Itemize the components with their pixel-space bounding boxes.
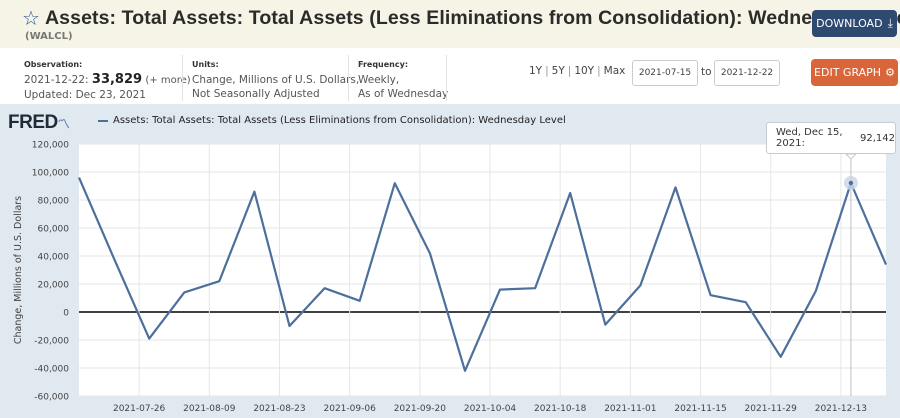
units-line-1: Change, Millions of U.S. Dollars,	[192, 74, 360, 86]
edit-graph-button[interactable]: EDIT GRAPH ⚙	[811, 59, 898, 86]
x-tick-label: 2021-10-18	[534, 404, 587, 414]
x-tick-label: 2021-09-06	[324, 404, 377, 414]
y-tick-label: -60,000	[34, 393, 69, 403]
observation-more-link[interactable]: (+ more)	[145, 75, 191, 86]
legend: Assets: Total Assets: Total Assets (Less…	[98, 115, 566, 126]
updated-date: Updated: Dec 23, 2021	[24, 89, 146, 101]
x-tick-label: 2021-08-09	[183, 404, 236, 414]
y-tick-label: 120,000	[32, 141, 69, 151]
divider	[182, 55, 183, 101]
legend-swatch	[98, 119, 108, 122]
tooltip-date: Wed, Dec 15, 2021:	[776, 127, 843, 149]
tooltip-value: 92,142	[860, 132, 895, 144]
observation-label: Observation:	[24, 60, 83, 69]
tooltip-pointer	[844, 153, 858, 160]
frequency-block: Frequency: Weekly, As of Wednesday	[358, 58, 448, 101]
x-tick-label: 2021-11-15	[674, 404, 726, 414]
series-line	[77, 177, 888, 372]
download-label: DOWNLOAD	[816, 17, 883, 30]
y-tick-label: 80,000	[38, 197, 70, 207]
gear-icon: ⚙	[885, 66, 895, 79]
plot-background[interactable]	[79, 144, 886, 396]
series-id: (WALCL)	[25, 31, 73, 42]
y-axis-label: Change, Millions of U.S. Dollars	[13, 196, 24, 344]
x-tick-label: 2021-07-26	[113, 404, 166, 414]
x-tick-label: 2021-08-23	[253, 404, 305, 414]
series-title: Assets: Total Assets: Total Assets (Less…	[45, 7, 900, 29]
divider	[348, 55, 349, 101]
range-5y[interactable]: 5Y	[551, 65, 565, 77]
frequency-line-2: As of Wednesday	[358, 88, 449, 100]
x-tick-label: 2021-09-20	[394, 404, 447, 414]
x-tick-label: 2021-10-04	[464, 404, 517, 414]
y-tick-label: 40,000	[38, 253, 70, 263]
range-10y[interactable]: 10Y	[574, 65, 595, 77]
y-tick-label: 0	[63, 309, 69, 319]
hover-tooltip: Wed, Dec 15, 2021: 92,142	[766, 122, 896, 154]
units-label: Units:	[192, 60, 219, 69]
legend-label: Assets: Total Assets: Total Assets (Less…	[113, 115, 566, 126]
series-header: ☆ Assets: Total Assets: Total Assets (Le…	[0, 0, 900, 48]
end-date-input[interactable]: 2021-12-22	[714, 60, 780, 86]
y-tick-label: -40,000	[34, 365, 69, 375]
fred-logo[interactable]: FRED〽	[8, 112, 70, 134]
x-tick-label: 2021-11-01	[604, 404, 656, 414]
frequency-label: Frequency:	[358, 60, 409, 69]
star-icon[interactable]: ☆	[22, 6, 40, 30]
start-date-input[interactable]: 2021-07-15	[632, 60, 698, 86]
observation-value: 33,829	[91, 72, 143, 87]
divider	[446, 55, 447, 101]
x-tick-label: 2021-12-13	[815, 404, 867, 414]
units-line-2: Not Seasonally Adjusted	[192, 88, 320, 100]
mini-chart-icon: 〽	[57, 117, 70, 131]
hover-marker	[848, 180, 854, 186]
fred-logo-text: FRED	[8, 112, 58, 133]
y-tick-label: 100,000	[32, 169, 69, 179]
units-block: Units: Change, Millions of U.S. Dollars,…	[192, 58, 359, 101]
frequency-line-1: Weekly,	[358, 74, 400, 86]
download-icon: ⤓	[887, 16, 893, 30]
range-links: 1Y | 5Y | 10Y | Max	[529, 65, 626, 77]
range-max[interactable]: Max	[603, 65, 626, 77]
observation-block: Observation: 2021-12-22: 33,829 (+ more)…	[24, 58, 191, 102]
to-label: to	[701, 66, 712, 78]
download-button[interactable]: DOWNLOAD ⤓	[812, 10, 897, 37]
x-tick-label: 2021-11-29	[745, 404, 798, 414]
range-1y[interactable]: 1Y	[529, 65, 543, 77]
observation-date: 2021-12-22:	[24, 74, 89, 86]
y-tick-label: 60,000	[38, 225, 70, 235]
y-tick-label: 20,000	[38, 281, 70, 291]
edit-graph-label: EDIT GRAPH	[814, 66, 882, 79]
y-tick-label: -20,000	[34, 337, 69, 347]
